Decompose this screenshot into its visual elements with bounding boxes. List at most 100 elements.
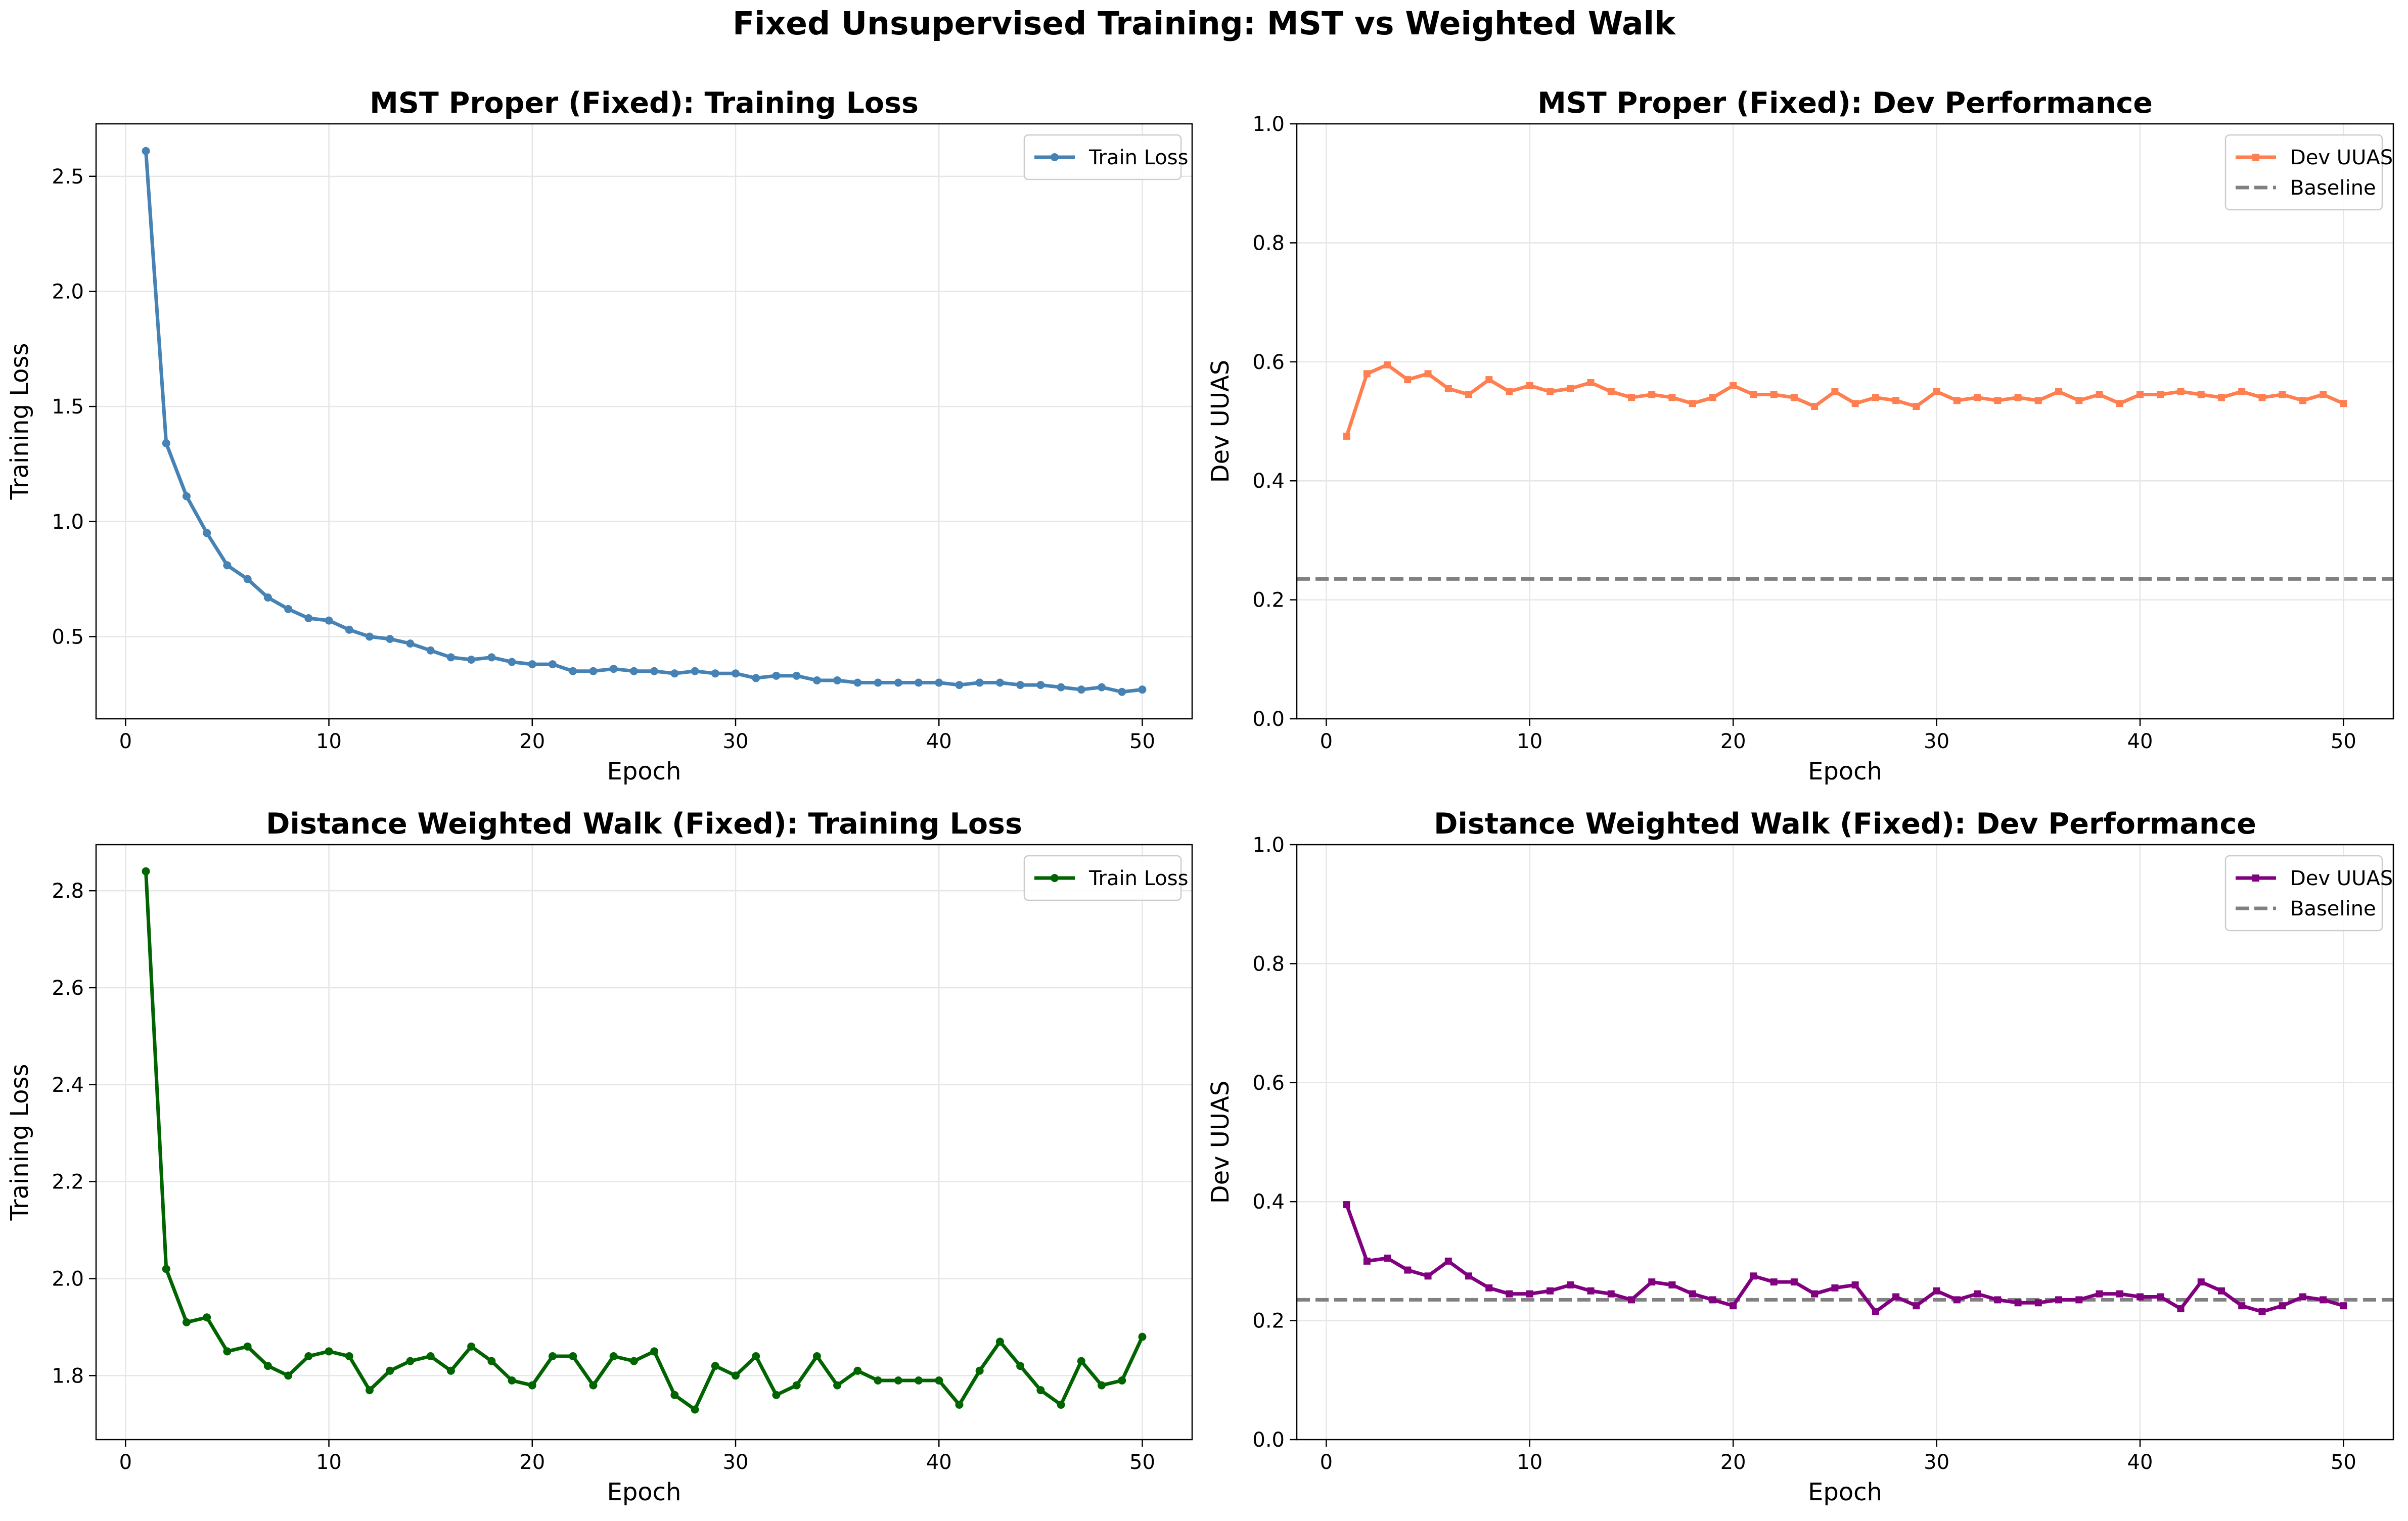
data-point [2096,391,2103,398]
data-point [1892,1293,1900,1301]
data-point [1526,1290,1533,1298]
y-tick-label: 2.0 [52,280,84,303]
y-tick-label: 1.8 [52,1364,84,1388]
data-point [1343,1201,1350,1209]
data-point [1730,1302,1737,1310]
x-tick-label: 20 [1720,730,1746,753]
y-tick-label: 1.5 [52,395,84,419]
data-point [386,635,394,643]
axes-frame [95,844,1193,1441]
data-point [1648,1278,1656,1286]
data-point [1098,683,1106,692]
data-point [386,1366,394,1375]
y-tick-label: 2.6 [52,977,84,1000]
data-point [955,1400,964,1409]
data-point [935,1376,943,1385]
data-point [548,660,557,669]
data-point [1547,1287,1554,1295]
data-point [1506,388,1513,395]
data-point [1750,391,1757,398]
data-point [1831,1284,1839,1292]
data-point [1872,1308,1879,1315]
data-point [1404,1266,1412,1274]
data-point [650,1347,659,1356]
data-point [467,655,476,664]
data-point [975,1366,984,1375]
data-point [589,667,598,675]
data-point [935,678,943,687]
x-tick-label: 10 [316,730,342,753]
data-point [1913,403,1920,410]
data-point [1607,1290,1615,1298]
data-point [2197,1278,2205,1286]
legend-marker [2252,874,2259,882]
data-point [1404,376,1412,384]
data-point [772,671,781,680]
data-point [894,678,902,687]
y-tick-label: 1.0 [1252,834,1285,857]
axes-frame [1296,844,2394,1441]
data-point [874,1376,882,1385]
data-point [1892,397,1900,404]
panel-walk-dev: 0 10 20 30 40 50 0.0 0.2 0.4 0.6 0.8 1.0 Epoch Dev UU… [1206,807,2394,1506]
data-point [223,561,232,570]
data-point [1465,391,1473,398]
data-point [2014,1299,2022,1307]
data-point [670,669,679,678]
data-point [1118,1376,1126,1385]
data-point [2157,391,2164,398]
data-point [426,646,435,655]
y-tick-label: 2.8 [52,880,84,903]
data-point [650,667,659,675]
data-point [589,1381,598,1390]
data-point [1424,1272,1432,1280]
x-tick-label: 0 [1320,1451,1333,1474]
panel-mst-loss: 0 10 20 30 40 50 0.5 1.0 1.5 2.0 2.5 Epoch Training … [6,86,1193,786]
data-point [711,1362,719,1370]
data-point [1770,391,1778,398]
data-point [142,867,150,875]
y-tick-label: 2.4 [52,1074,84,1097]
legend-marker [1051,874,1059,882]
x-tick-label: 10 [1517,730,1542,753]
data-point [2075,397,2083,404]
data-point [528,1381,536,1390]
data-point [1913,1302,1920,1310]
y-tick-label: 1.0 [52,511,84,534]
data-point [691,667,699,675]
data-point [833,1381,842,1390]
data-point [1811,1290,1819,1298]
data-point [915,678,923,687]
data-point [203,529,211,537]
data-point [263,1362,272,1370]
data-point [1730,382,1737,389]
data-point [995,1338,1004,1346]
data-point [2197,391,2205,398]
data-point [1057,683,1065,692]
axes-frame [95,123,1193,720]
data-point [569,1352,577,1361]
x-tick-label: 50 [2331,730,2356,753]
data-point [1770,1278,1778,1286]
data-point [162,439,170,447]
data-point [2279,1302,2286,1310]
data-point [2136,391,2144,398]
data-point [1363,370,1371,378]
data-point [732,669,740,678]
y-tick-label: 0.5 [52,625,84,649]
y-tick-label: 2.2 [52,1171,84,1194]
data-point [1994,397,2002,404]
data-point [1587,379,1595,386]
x-axis-label: Epoch [607,1478,681,1506]
y-tick-label: 1.0 [1252,113,1285,136]
data-point [1750,1272,1757,1280]
y-tick-label: 0.8 [1252,952,1285,976]
data-point [1689,400,1696,407]
data-point [1933,388,1940,395]
data-point [2217,1287,2225,1295]
x-tick-label: 30 [723,730,749,753]
data-point [1567,1281,1574,1288]
panel-walk-loss: 0 10 20 30 40 50 1.8 2.0 2.2 2.4 2.6 2.8 Epoch Traini… [6,807,1193,1506]
data-point [2238,1302,2246,1310]
